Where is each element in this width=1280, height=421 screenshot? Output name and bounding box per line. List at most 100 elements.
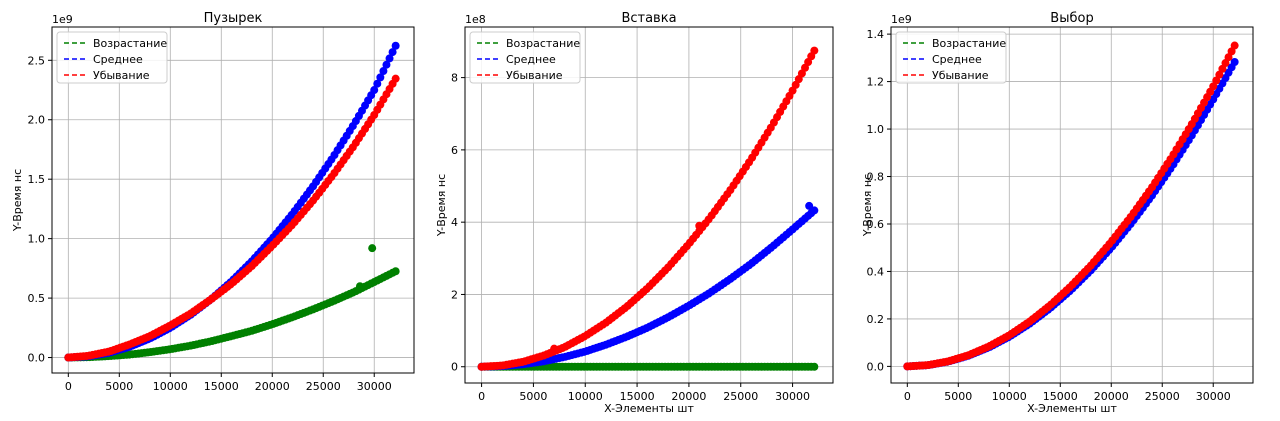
axes-frame bbox=[464, 26, 834, 384]
y-tick-label: 1.2 bbox=[867, 76, 885, 89]
x-tick-label: 5000 bbox=[519, 390, 547, 403]
x-tick-label: 25000 bbox=[306, 380, 341, 393]
legend-box bbox=[56, 31, 168, 84]
y-tick-label: 0.4 bbox=[867, 265, 885, 278]
axes-frame bbox=[51, 26, 415, 374]
legend-label: Среднее bbox=[506, 53, 556, 66]
axes-frame bbox=[890, 26, 1254, 384]
outlier-point bbox=[368, 244, 377, 253]
x-tick-label: 20000 bbox=[255, 380, 290, 393]
x-tick-label: 30000 bbox=[1196, 390, 1231, 403]
y-tick-label: 8 bbox=[451, 72, 458, 85]
legend-item: Среднее bbox=[477, 53, 556, 66]
legend-box bbox=[895, 31, 1007, 84]
y-tick-label: 0.2 bbox=[867, 313, 885, 326]
series-3-points bbox=[64, 74, 400, 362]
legend-label: Убывание bbox=[93, 69, 150, 82]
legend-label: Среднее bbox=[93, 53, 143, 66]
x-tick-label: 25000 bbox=[1145, 390, 1180, 403]
legend-label: Убывание bbox=[506, 69, 563, 82]
legend-item: Возрастание bbox=[903, 37, 1006, 50]
x-axis: 0 5000 10000 15000 20000 25000 30000 bbox=[904, 383, 1231, 403]
chart-panel-3: 0 5000 10000 15000 20000 25000 300000.00.20.40… bbox=[861, 11, 1254, 415]
series-line bbox=[907, 43, 1237, 368]
legend-item: Среднее bbox=[64, 53, 143, 66]
legend-label: Убывание bbox=[932, 69, 989, 82]
outlier-point bbox=[695, 221, 704, 230]
data-point bbox=[373, 79, 382, 88]
legend-item: Возрастание bbox=[477, 37, 580, 50]
outlier-point bbox=[805, 201, 814, 210]
data-points bbox=[903, 41, 1239, 371]
y-tick-label: 4 bbox=[451, 216, 458, 229]
series-line bbox=[68, 43, 398, 359]
x-tick-label: 10000 bbox=[568, 390, 603, 403]
y-tick-label: 2 bbox=[451, 288, 458, 301]
legend-label: Возрастание bbox=[506, 37, 580, 50]
chart-title: Вставка bbox=[621, 11, 676, 26]
y-tick-label: 0.0 bbox=[28, 352, 46, 365]
series-2-points bbox=[64, 41, 400, 362]
data-point bbox=[1230, 58, 1239, 67]
data-points bbox=[64, 41, 400, 362]
y-tick-label: 1.4 bbox=[867, 28, 885, 41]
x-tick-label: 30000 bbox=[357, 380, 392, 393]
x-axis: 0 5000 10000 15000 20000 25000 30000 bbox=[478, 383, 810, 403]
y-exponent-label: 1e9 bbox=[52, 13, 73, 26]
chart-panel-1: 0 5000 10000 15000 20000 25000 30000 0.0 0.5 1.0 1… bbox=[11, 11, 415, 393]
y-axis: 0.0 0.5 1.0 1.5 2.0 2.5 bbox=[28, 54, 52, 365]
y-tick-label: 6 bbox=[451, 144, 458, 157]
x-tick-label: 10000 bbox=[992, 390, 1027, 403]
legend-item: Убывание bbox=[64, 69, 150, 82]
legend-label: Возрастание bbox=[932, 37, 1006, 50]
legend: Возрастание Среднее Убывание bbox=[56, 31, 168, 84]
y-tick-label: 2.5 bbox=[28, 54, 46, 67]
data-point bbox=[391, 267, 400, 276]
y-axis-label: Y-Время нс bbox=[861, 174, 874, 237]
x-tick-label: 0 bbox=[65, 380, 72, 393]
legend: Возрастание Среднее Убывание bbox=[895, 31, 1007, 84]
x-tick-label: 20000 bbox=[671, 390, 706, 403]
data-point bbox=[388, 48, 397, 57]
x-tick-label: 0 bbox=[478, 390, 485, 403]
x-tick-label: 0 bbox=[904, 390, 911, 403]
legend-item: Убывание bbox=[477, 69, 563, 82]
x-axis: 0 5000 10000 15000 20000 25000 30000 bbox=[65, 373, 392, 393]
x-tick-label: 15000 bbox=[204, 380, 239, 393]
chart-title: Выбор bbox=[1050, 11, 1093, 26]
y-axis-label: Y-Время нс bbox=[11, 169, 24, 232]
outlier-point bbox=[355, 282, 364, 291]
chart-title: Пузырек bbox=[204, 11, 263, 26]
series-1-points bbox=[64, 244, 400, 362]
series-line bbox=[68, 270, 398, 359]
legend-item: Возрастание bbox=[64, 37, 167, 50]
y-axis-label: Y-Время нс bbox=[435, 174, 448, 237]
y-axis: 0 2 4 6 8 bbox=[451, 72, 465, 374]
legend-box bbox=[469, 31, 581, 84]
y-exponent-label: 1e8 bbox=[465, 13, 486, 26]
x-tick-label: 30000 bbox=[775, 390, 810, 403]
y-exponent-label: 1e9 bbox=[891, 13, 912, 26]
x-tick-label: 25000 bbox=[723, 390, 758, 403]
legend-label: Возрастание bbox=[93, 37, 167, 50]
y-tick-label: 0.6 bbox=[867, 218, 885, 231]
data-point bbox=[376, 73, 385, 82]
x-axis-label: X-Элементы шт bbox=[604, 402, 694, 415]
y-tick-label: 1.0 bbox=[28, 233, 46, 246]
y-tick-label: 0.0 bbox=[867, 360, 885, 373]
chart-panel-2: 0 5000 10000 15000 20000 25000 30000 0 2 4 6 8 1e8 Вс… bbox=[435, 11, 834, 415]
legend: Возрастание Среднее Убывание bbox=[469, 31, 581, 84]
x-tick-label: 20000 bbox=[1094, 390, 1129, 403]
grid bbox=[52, 27, 414, 373]
series-line bbox=[481, 48, 817, 368]
series-line bbox=[907, 59, 1237, 368]
x-tick-label: 15000 bbox=[1043, 390, 1078, 403]
y-tick-label: 0 bbox=[451, 361, 458, 374]
data-point bbox=[810, 362, 819, 371]
legend-item: Убывание bbox=[903, 69, 989, 82]
x-axis-label: X-Элементы шт bbox=[1027, 402, 1117, 415]
x-tick-label: 10000 bbox=[153, 380, 188, 393]
y-tick-label: 1.5 bbox=[28, 173, 46, 186]
